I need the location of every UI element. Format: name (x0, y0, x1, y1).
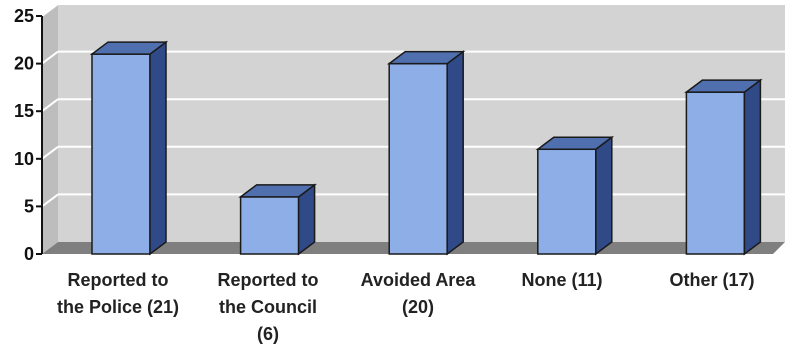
side-wall (42, 4, 58, 254)
x-category-label: Reported to the Police (21) (57, 270, 179, 317)
gridline-side (41, 146, 59, 160)
y-tick-label: 5 (24, 196, 34, 216)
x-axis-labels: Reported to the Police (21) Reported to the… (57, 270, 755, 344)
x-category-label-line: Avoided Area (361, 270, 477, 290)
x-category-label-line: None (11) (521, 270, 602, 290)
bar-top (684, 79, 763, 93)
bars (89, 40, 763, 256)
y-axis: 0 5 10 15 20 25 (14, 6, 43, 264)
y-tick-label: 20 (14, 54, 34, 74)
bar-side (446, 50, 464, 256)
x-category-label: Other (17) (669, 270, 754, 290)
bar (684, 78, 763, 256)
bar-front (91, 53, 151, 255)
bar-side (149, 40, 167, 256)
bar-top (386, 50, 466, 65)
bar-side (595, 135, 613, 256)
x-category-label: Avoided Area (20) (361, 270, 477, 317)
bar-top (89, 41, 169, 55)
bar-front (239, 196, 300, 255)
y-tick-label: 10 (14, 149, 34, 169)
bar-top (535, 136, 615, 151)
x-category-label-line: (6) (257, 324, 279, 344)
y-tick-label: 15 (14, 101, 34, 121)
bar (386, 50, 466, 256)
bar (89, 40, 169, 256)
x-category-label: None (11) (521, 270, 602, 290)
y-tick-label: 0 (24, 244, 34, 264)
x-category-label-line: Reported to (68, 270, 169, 290)
bar-side (743, 78, 762, 256)
x-category-label-line: the Council (219, 297, 317, 317)
gridline-side (41, 98, 59, 112)
bar-front (388, 62, 448, 255)
x-category-label: Reported to the Council (6) (218, 270, 319, 344)
x-category-label-line: the Police (21) (57, 297, 179, 317)
gridline-side (41, 193, 59, 208)
bar (238, 183, 317, 256)
x-category-label-line: (20) (402, 297, 434, 317)
gridline-side (41, 50, 59, 65)
bar-front (685, 91, 746, 255)
bar-front (537, 148, 597, 255)
gridline-side (41, 3, 59, 17)
bar (535, 135, 615, 256)
y-tick-label: 25 (14, 6, 34, 26)
x-category-label-line: Other (17) (669, 270, 754, 290)
bar-top (238, 184, 317, 198)
x-category-label-line: Reported to (218, 270, 319, 290)
